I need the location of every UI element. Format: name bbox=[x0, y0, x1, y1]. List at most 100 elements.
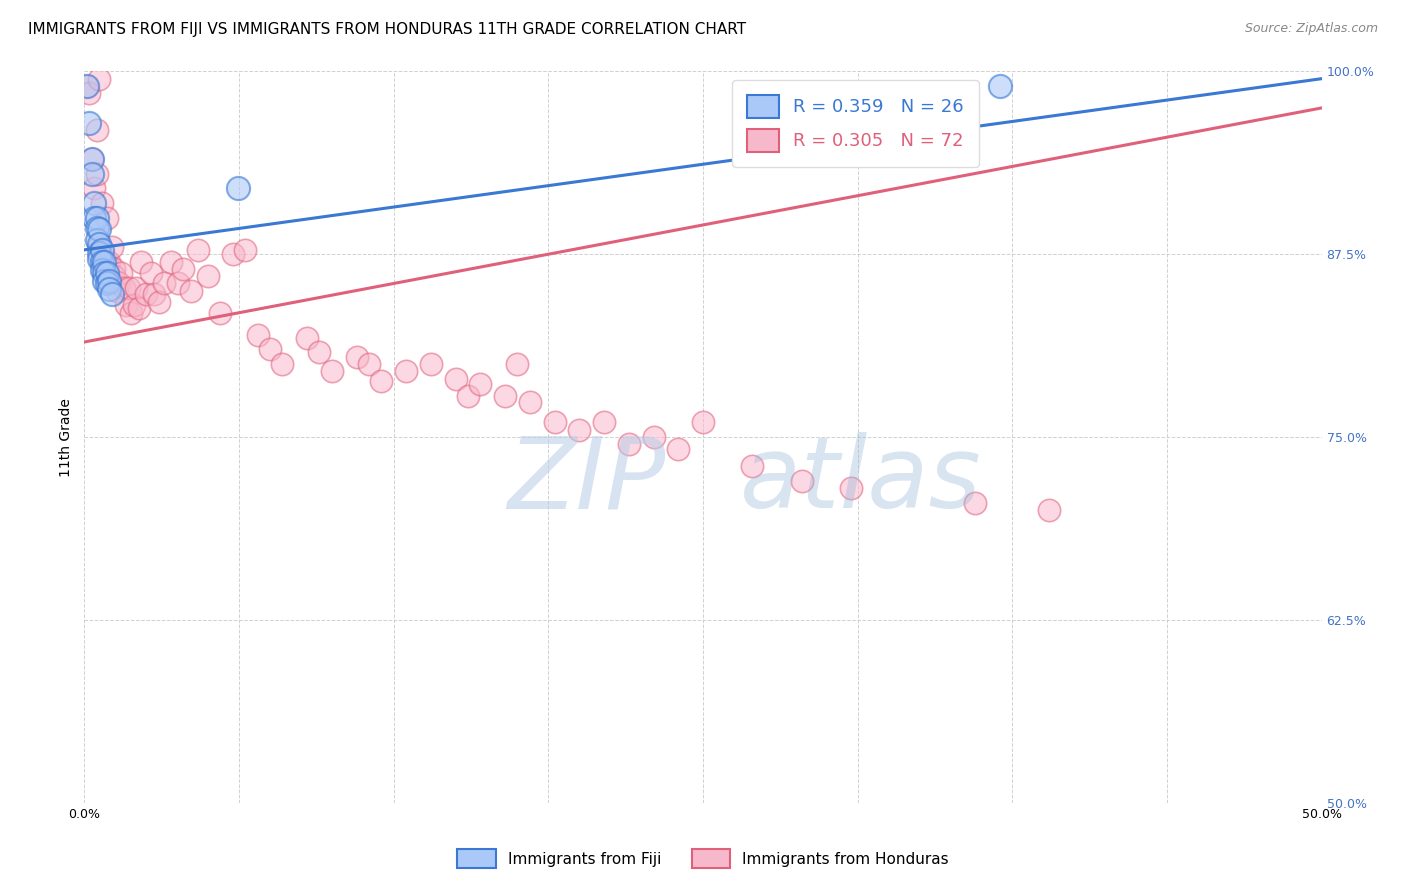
Point bbox=[120, 306, 142, 320]
Point bbox=[172, 261, 194, 276]
Point bbox=[76, 78, 98, 93]
Point bbox=[148, 295, 170, 310]
Point bbox=[167, 277, 190, 291]
Point bbox=[100, 286, 122, 301]
Point bbox=[103, 269, 125, 284]
Point bbox=[90, 254, 112, 268]
Point bbox=[80, 167, 103, 181]
Point bbox=[617, 437, 640, 451]
Point bbox=[233, 243, 256, 257]
Point bbox=[89, 252, 111, 266]
Point bbox=[89, 245, 111, 260]
Point bbox=[519, 395, 541, 409]
Point bbox=[209, 306, 232, 320]
Text: Source: ZipAtlas.com: Source: ZipAtlas.com bbox=[1244, 22, 1378, 36]
Point bbox=[86, 167, 108, 181]
Point bbox=[79, 87, 101, 101]
Point bbox=[666, 442, 689, 456]
Point bbox=[741, 459, 763, 474]
Point bbox=[98, 274, 121, 288]
Point bbox=[988, 78, 1011, 93]
Point bbox=[86, 123, 108, 137]
Point bbox=[89, 71, 111, 86]
Y-axis label: 11th Grade: 11th Grade bbox=[59, 398, 73, 476]
Point bbox=[89, 240, 111, 254]
Point bbox=[93, 254, 115, 268]
Point bbox=[90, 196, 112, 211]
Point bbox=[841, 481, 863, 495]
Point bbox=[246, 327, 269, 342]
Point bbox=[790, 474, 813, 488]
Point bbox=[96, 277, 118, 291]
Point bbox=[543, 416, 565, 430]
Point bbox=[321, 364, 343, 378]
Point bbox=[593, 416, 616, 430]
Point bbox=[160, 254, 183, 268]
Point bbox=[259, 343, 281, 357]
Point bbox=[128, 301, 150, 316]
Point bbox=[152, 277, 174, 291]
Point bbox=[692, 416, 714, 430]
Point bbox=[98, 254, 121, 268]
Point bbox=[93, 261, 115, 276]
Point bbox=[346, 350, 368, 364]
Point bbox=[197, 269, 219, 284]
Text: atlas: atlas bbox=[740, 433, 981, 530]
Text: IMMIGRANTS FROM FIJI VS IMMIGRANTS FROM HONDURAS 11TH GRADE CORRELATION CHART: IMMIGRANTS FROM FIJI VS IMMIGRANTS FROM … bbox=[28, 22, 747, 37]
Point bbox=[90, 247, 112, 261]
Point bbox=[108, 277, 131, 291]
Point bbox=[96, 211, 118, 225]
Point bbox=[141, 266, 163, 280]
Point bbox=[180, 284, 202, 298]
Point bbox=[76, 78, 98, 93]
Point bbox=[395, 364, 418, 378]
Point bbox=[135, 286, 157, 301]
Point bbox=[93, 266, 115, 280]
Point bbox=[1038, 503, 1060, 517]
Point bbox=[444, 371, 467, 385]
Point bbox=[965, 496, 987, 510]
Point bbox=[457, 389, 479, 403]
Point bbox=[470, 377, 492, 392]
Point bbox=[90, 263, 112, 277]
Point bbox=[100, 240, 122, 254]
Point bbox=[96, 254, 118, 268]
Point bbox=[115, 298, 138, 312]
Point bbox=[142, 286, 165, 301]
Point bbox=[83, 181, 105, 195]
Point bbox=[568, 423, 591, 437]
Point bbox=[187, 243, 209, 257]
Point bbox=[419, 357, 441, 371]
Point bbox=[125, 281, 148, 295]
Point bbox=[129, 254, 152, 268]
Point bbox=[89, 222, 111, 236]
Point bbox=[80, 152, 103, 166]
Point bbox=[112, 281, 135, 295]
Point bbox=[494, 389, 516, 403]
Point bbox=[226, 181, 249, 195]
Point bbox=[222, 247, 245, 261]
Point bbox=[89, 237, 111, 252]
Point bbox=[643, 430, 665, 444]
Point bbox=[80, 152, 103, 166]
Point bbox=[105, 284, 128, 298]
Point bbox=[98, 282, 121, 296]
Point bbox=[122, 298, 145, 312]
Point bbox=[93, 274, 115, 288]
Legend: Immigrants from Fiji, Immigrants from Honduras: Immigrants from Fiji, Immigrants from Ho… bbox=[450, 841, 956, 875]
Point bbox=[308, 345, 330, 359]
Legend: R = 0.359   N = 26, R = 0.305   N = 72: R = 0.359 N = 26, R = 0.305 N = 72 bbox=[733, 80, 979, 167]
Point bbox=[86, 220, 108, 235]
Point bbox=[370, 375, 392, 389]
Point bbox=[506, 357, 529, 371]
Point bbox=[79, 115, 101, 129]
Point bbox=[271, 357, 294, 371]
Point bbox=[103, 261, 125, 276]
Point bbox=[118, 281, 141, 295]
Point bbox=[86, 211, 108, 225]
Point bbox=[83, 196, 105, 211]
Point bbox=[357, 357, 380, 371]
Point bbox=[105, 275, 128, 289]
Point bbox=[90, 243, 112, 257]
Point bbox=[96, 266, 118, 280]
